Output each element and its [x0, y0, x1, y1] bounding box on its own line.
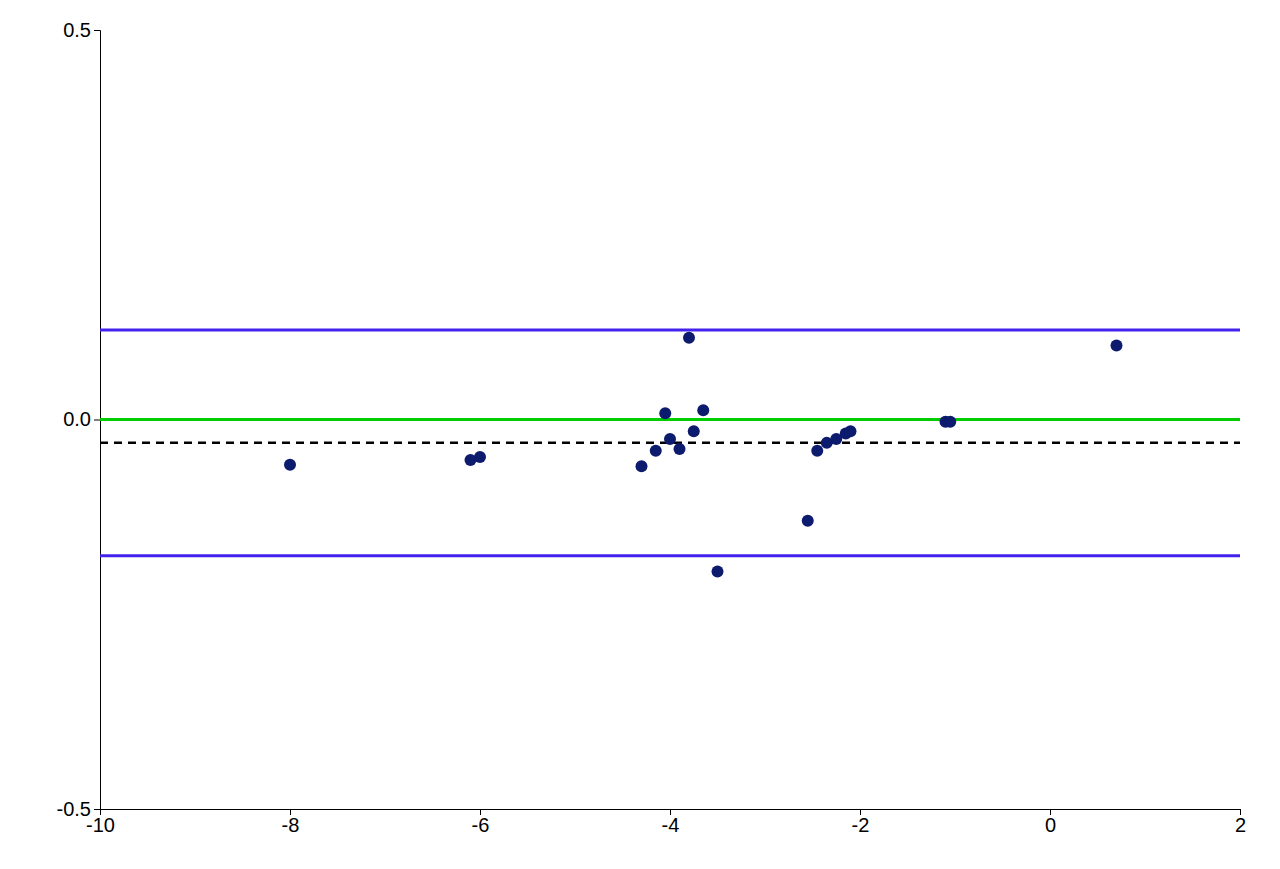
y-axis-tick-label: -0.5 — [57, 798, 91, 820]
point — [811, 445, 823, 457]
reference-line — [100, 554, 1240, 557]
point — [683, 332, 695, 344]
y-axis-tick: 0.0 — [63, 408, 100, 430]
y-axis-tick-label: 0.5 — [63, 19, 91, 41]
reference-line — [100, 328, 1240, 331]
point — [664, 433, 676, 445]
x-axis-tick: -4 — [662, 809, 680, 836]
x-axis-tick-label: -8 — [282, 814, 300, 836]
x-axis-tick-label: -4 — [662, 814, 680, 836]
y-axis-line — [94, 31, 101, 810]
marks — [100, 330, 1240, 577]
x-axis-tick-label: 2 — [1235, 814, 1246, 836]
x-axis-tick-label: -6 — [472, 814, 490, 836]
point — [802, 515, 814, 527]
point — [944, 416, 956, 428]
x-axis-tick: -6 — [472, 809, 490, 836]
chart: -10-8-6-4-202-0.50.00.5 — [0, 0, 1280, 869]
y-axis-tick: -0.5 — [57, 798, 100, 820]
point — [659, 407, 671, 419]
point — [845, 425, 857, 437]
point — [697, 404, 709, 416]
x-axis-tick-label: -2 — [852, 814, 870, 836]
reference-line — [100, 418, 1240, 421]
y-axis-tick-label: 0.0 — [63, 408, 91, 430]
x-axis-tick: 2 — [1235, 809, 1246, 836]
plot: -10-8-6-4-202-0.50.00.5 — [57, 19, 1247, 836]
point — [1111, 339, 1123, 351]
x-axis-tick: -2 — [852, 809, 870, 836]
y-axis-tick-mark — [94, 420, 100, 421]
point — [712, 565, 724, 577]
y-axis: -0.5 0.0 0.5 — [57, 19, 101, 820]
x-axis-tick: 0 — [1045, 809, 1056, 836]
x-axis-tick: -8 — [282, 809, 300, 836]
point — [688, 425, 700, 437]
y-axis-tick-mark — [94, 30, 100, 31]
point — [636, 460, 648, 472]
point — [474, 451, 486, 463]
x-axis-tick-label: 0 — [1045, 814, 1056, 836]
x-axis: -10-8-6-4-202 — [86, 809, 1246, 836]
point — [650, 445, 662, 457]
y-axis-tick-mark — [94, 809, 100, 810]
point — [674, 443, 686, 455]
point — [284, 459, 296, 471]
y-axis-tick: 0.5 — [63, 19, 100, 41]
